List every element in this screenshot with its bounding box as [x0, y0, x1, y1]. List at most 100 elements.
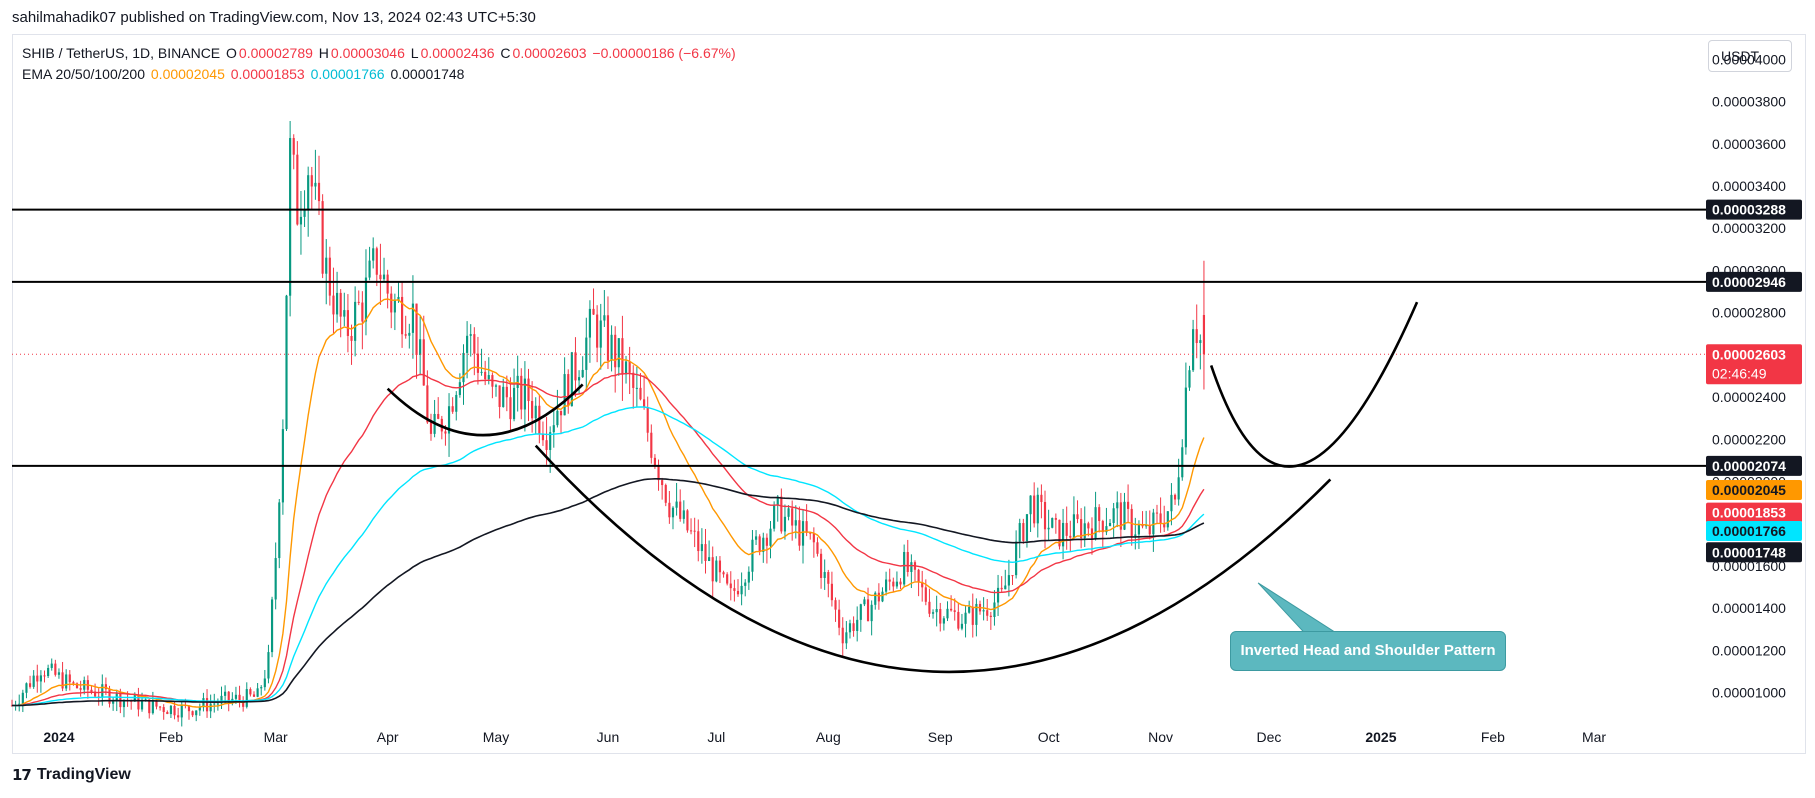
tradingview-logo[interactable]: 𝟭𝟳 TradingView	[12, 766, 131, 784]
candle-body[interactable]	[668, 502, 671, 518]
candle-body[interactable]	[140, 701, 144, 710]
candle-body[interactable]	[205, 698, 209, 712]
candle-body[interactable]	[245, 689, 248, 707]
candle-body[interactable]	[224, 691, 227, 696]
candle-body[interactable]	[1018, 523, 1021, 542]
candle-body[interactable]	[632, 372, 635, 388]
candle-body[interactable]	[1043, 501, 1047, 530]
candle-body[interactable]	[559, 410, 563, 416]
candle-body[interactable]	[1054, 518, 1057, 520]
candle-body[interactable]	[151, 700, 154, 714]
candle-body[interactable]	[1029, 495, 1032, 515]
candle-body[interactable]	[180, 704, 183, 718]
candle-body[interactable]	[263, 678, 266, 688]
candle-body[interactable]	[354, 301, 357, 341]
candle-body[interactable]	[957, 611, 960, 629]
candle-body[interactable]	[805, 521, 808, 533]
candle-body[interactable]	[827, 572, 830, 584]
candle-body[interactable]	[1076, 514, 1079, 520]
candle-body[interactable]	[466, 335, 469, 353]
symbol-label[interactable]: SHIB / TetherUS, 1D, BINANCE	[22, 45, 221, 61]
candle-body[interactable]	[928, 601, 931, 614]
candle-body[interactable]	[982, 610, 985, 612]
candle-body[interactable]	[549, 432, 552, 450]
candle-body[interactable]	[1072, 514, 1075, 538]
candle-body[interactable]	[169, 705, 173, 715]
candle-body[interactable]	[498, 385, 501, 407]
candle-body[interactable]	[361, 302, 364, 322]
candle-body[interactable]	[621, 338, 624, 375]
candle-body[interactable]	[296, 154, 299, 225]
candle-body[interactable]	[119, 692, 122, 708]
candle-body[interactable]	[599, 320, 602, 348]
candle-body[interactable]	[303, 209, 306, 217]
candle-body[interactable]	[401, 296, 404, 335]
candle-body[interactable]	[1011, 575, 1014, 577]
candle-body[interactable]	[1188, 370, 1191, 388]
candle-body[interactable]	[429, 422, 433, 434]
candle-body[interactable]	[809, 532, 812, 534]
candle-body[interactable]	[726, 574, 729, 584]
candle-body[interactable]	[166, 712, 169, 715]
candle-body[interactable]	[686, 510, 689, 531]
candle-body[interactable]	[1069, 535, 1072, 538]
candle-body[interactable]	[921, 582, 924, 588]
candle-body[interactable]	[234, 694, 238, 699]
candle-body[interactable]	[260, 687, 263, 689]
candle-body[interactable]	[339, 292, 342, 317]
candle-body[interactable]	[270, 599, 274, 653]
candle-body[interactable]	[635, 387, 638, 389]
candle-body[interactable]	[1195, 329, 1198, 344]
candle-body[interactable]	[317, 182, 321, 202]
candle-body[interactable]	[885, 579, 888, 592]
candle-body[interactable]	[661, 480, 664, 486]
candle-body[interactable]	[643, 399, 646, 408]
candle-body[interactable]	[1127, 501, 1130, 509]
candle-body[interactable]	[343, 310, 346, 317]
candle-body[interactable]	[718, 560, 722, 573]
candle-body[interactable]	[122, 700, 126, 708]
candle-body[interactable]	[1116, 502, 1119, 509]
candle-body[interactable]	[72, 682, 75, 684]
candle-body[interactable]	[1145, 525, 1148, 527]
candle-body[interactable]	[715, 560, 718, 582]
candle-body[interactable]	[21, 692, 24, 704]
candle-body[interactable]	[292, 138, 295, 155]
candle-body[interactable]	[209, 703, 212, 712]
candle-body[interactable]	[556, 410, 559, 426]
candle-body[interactable]	[679, 501, 682, 519]
candle-body[interactable]	[79, 688, 82, 690]
candle-body[interactable]	[693, 530, 696, 532]
candle-body[interactable]	[830, 583, 833, 601]
candle-body[interactable]	[563, 374, 566, 416]
candle-body[interactable]	[419, 339, 422, 355]
candle-body[interactable]	[473, 334, 476, 354]
candle-body[interactable]	[1108, 522, 1112, 527]
candle-body[interactable]	[285, 295, 288, 430]
candle-body[interactable]	[1051, 518, 1054, 528]
candle-body[interactable]	[75, 683, 79, 689]
candle-body[interactable]	[823, 572, 826, 578]
candle-body[interactable]	[1170, 494, 1173, 512]
candle-body[interactable]	[740, 585, 743, 595]
candle-body[interactable]	[874, 592, 877, 605]
candle-body[interactable]	[736, 590, 740, 595]
candle-body[interactable]	[256, 688, 259, 697]
candle-body[interactable]	[93, 691, 97, 697]
candle-body[interactable]	[357, 301, 360, 303]
candle-body[interactable]	[1025, 514, 1029, 541]
candle-body[interactable]	[592, 308, 595, 315]
candle-body[interactable]	[1040, 494, 1043, 502]
candle-body[interactable]	[50, 663, 53, 668]
candle-body[interactable]	[834, 600, 837, 610]
candle-body[interactable]	[950, 608, 953, 611]
candle-body[interactable]	[155, 700, 158, 707]
candle-body[interactable]	[935, 609, 938, 613]
candle-body[interactable]	[838, 609, 841, 628]
candle-body[interactable]	[133, 694, 136, 702]
candle-body[interactable]	[1112, 508, 1115, 523]
candle-body[interactable]	[704, 544, 707, 561]
candle-body[interactable]	[216, 703, 219, 705]
candle-body[interactable]	[1141, 524, 1144, 527]
